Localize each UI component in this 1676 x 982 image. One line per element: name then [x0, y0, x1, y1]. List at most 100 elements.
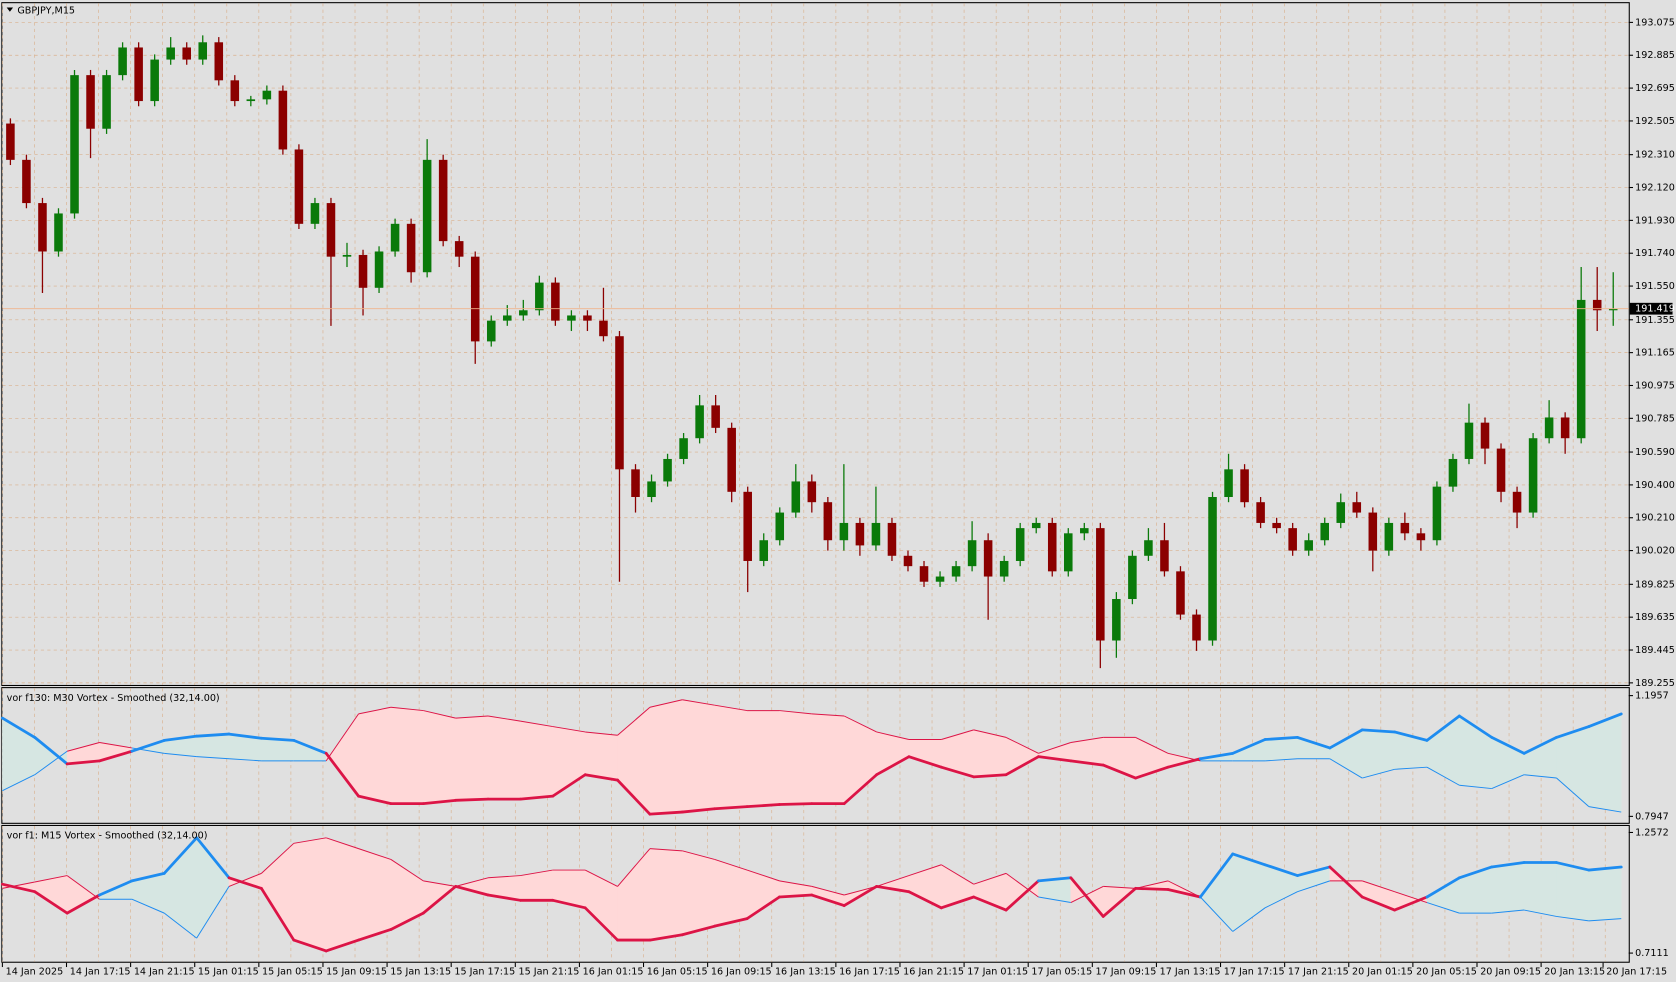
candle-body	[567, 315, 576, 321]
candle-body	[983, 540, 993, 577]
candle-body	[454, 241, 464, 257]
vortex-fill	[390, 706, 424, 804]
vortex-main-segment	[486, 893, 522, 902]
vortex-main-segment	[1360, 895, 1396, 912]
vortex-thin-segment	[1524, 774, 1557, 779]
vortex-main-segment	[1004, 879, 1040, 912]
candle-body	[166, 47, 175, 60]
vortex-main-segment	[1198, 852, 1235, 899]
candle-body	[1031, 522, 1041, 529]
candle-body	[1592, 299, 1602, 311]
vortex-main-segment	[195, 836, 231, 880]
vortex-fill	[649, 848, 683, 941]
vortex-main-segment	[551, 773, 587, 798]
vortex-thin-segment	[99, 742, 132, 749]
vortex-thin-segment	[1297, 880, 1331, 893]
candle-body	[967, 540, 977, 567]
vortex-thin-segment	[682, 850, 715, 860]
candle-body	[6, 123, 15, 160]
candle-body	[631, 469, 640, 498]
candle-body	[1448, 458, 1458, 487]
y-tick-label: 191.740	[1635, 248, 1675, 259]
vortex-thin-segment	[34, 875, 68, 883]
vortex-main-segment	[778, 802, 814, 806]
vortex-thin-segment	[1070, 736, 1104, 743]
y-tick-label: 191.355	[1635, 315, 1675, 326]
vortex-main-segment	[1263, 735, 1299, 741]
candle-body	[422, 159, 432, 273]
vortex-main-segment	[1198, 751, 1235, 761]
vortex-thin-segment	[1491, 909, 1525, 914]
time-label: 17 Jan 01:15	[967, 966, 1028, 977]
y-tick-label: 189.255	[1635, 678, 1675, 689]
vortex-main-segment	[454, 797, 490, 802]
y-tick-label: 191.165	[1635, 348, 1675, 359]
time-label: 16 Jan 17:15	[839, 966, 900, 977]
y-tick-label: 192.505	[1635, 116, 1675, 127]
candle-body	[551, 282, 560, 321]
vortex-thin-segment	[34, 750, 68, 776]
vortex-fill	[1588, 713, 1622, 813]
y-tick-label: 191.930	[1635, 215, 1675, 226]
time-label: 15 Jan 21:15	[519, 966, 580, 977]
candle-body	[230, 80, 240, 102]
candle-body	[294, 149, 304, 224]
vortex-main-segment	[745, 895, 781, 921]
vortex-main-segment	[1555, 725, 1591, 739]
candle-body	[214, 42, 224, 81]
vortex-main-segment	[1, 716, 37, 739]
vortex-thin-segment	[844, 885, 877, 896]
vortex-fill	[261, 738, 295, 762]
candle-body	[102, 75, 111, 129]
vortex-thin-segment	[163, 912, 197, 939]
candle-body	[775, 512, 785, 541]
vortex-fill	[682, 699, 715, 813]
vortex-thin-segment	[908, 864, 942, 877]
vortex-main-segment	[583, 906, 619, 942]
time-label: 15 Jan 13:15	[390, 966, 451, 977]
vortex-thin-segment	[1070, 885, 1104, 903]
candle-body	[1063, 533, 1073, 572]
vortex-fill	[1556, 862, 1590, 922]
candle-body	[86, 75, 95, 129]
vortex-main-segment	[907, 755, 943, 769]
vortex-thin-segment	[520, 869, 553, 877]
candle-body	[887, 522, 897, 556]
vortex-main-segment	[680, 807, 717, 814]
candle-body	[855, 522, 865, 546]
vortex-thin-segment	[682, 699, 715, 706]
vortex-main-segment	[1522, 735, 1558, 755]
y-tick-label: 191.550	[1635, 281, 1675, 292]
vortex-thin-segment	[229, 758, 262, 762]
vortex-main-segment	[33, 890, 69, 915]
vortex-thin-segment	[1329, 758, 1363, 779]
vortex-main-segment	[1490, 735, 1526, 755]
vortex-main-segment	[939, 765, 976, 779]
vortex-main-segment	[65, 759, 101, 766]
menu-arrow[interactable]	[6, 7, 14, 12]
vortex-fill	[1523, 862, 1557, 917]
vortex-thin-segment	[390, 859, 424, 882]
vortex-thin-segment	[1135, 736, 1169, 754]
vortex-thin-segment	[617, 848, 651, 887]
candle-body	[1352, 502, 1362, 513]
vortex-thin-segment	[358, 706, 392, 715]
candle-body	[679, 438, 688, 459]
vortex-fill	[487, 715, 521, 800]
vortex-main-segment	[1069, 876, 1105, 918]
vortex-main-segment	[875, 755, 911, 777]
candle-body	[1336, 502, 1346, 523]
vortex-main-segment	[421, 885, 458, 915]
candle-body	[374, 251, 384, 288]
vortex-main-segment	[713, 805, 749, 811]
candle-body	[70, 75, 79, 214]
candle-body	[519, 310, 528, 316]
vortex-main-segment	[875, 885, 911, 894]
vortex-thin-segment	[325, 713, 359, 762]
vortex-main-segment	[648, 933, 684, 942]
y-tick-label: 192.695	[1635, 83, 1675, 94]
candle-body	[1128, 555, 1137, 600]
time-label: 17 Jan 17:15	[1224, 966, 1285, 977]
vortex-main-segment	[1134, 886, 1170, 891]
vortex-main-segment	[1296, 735, 1332, 750]
